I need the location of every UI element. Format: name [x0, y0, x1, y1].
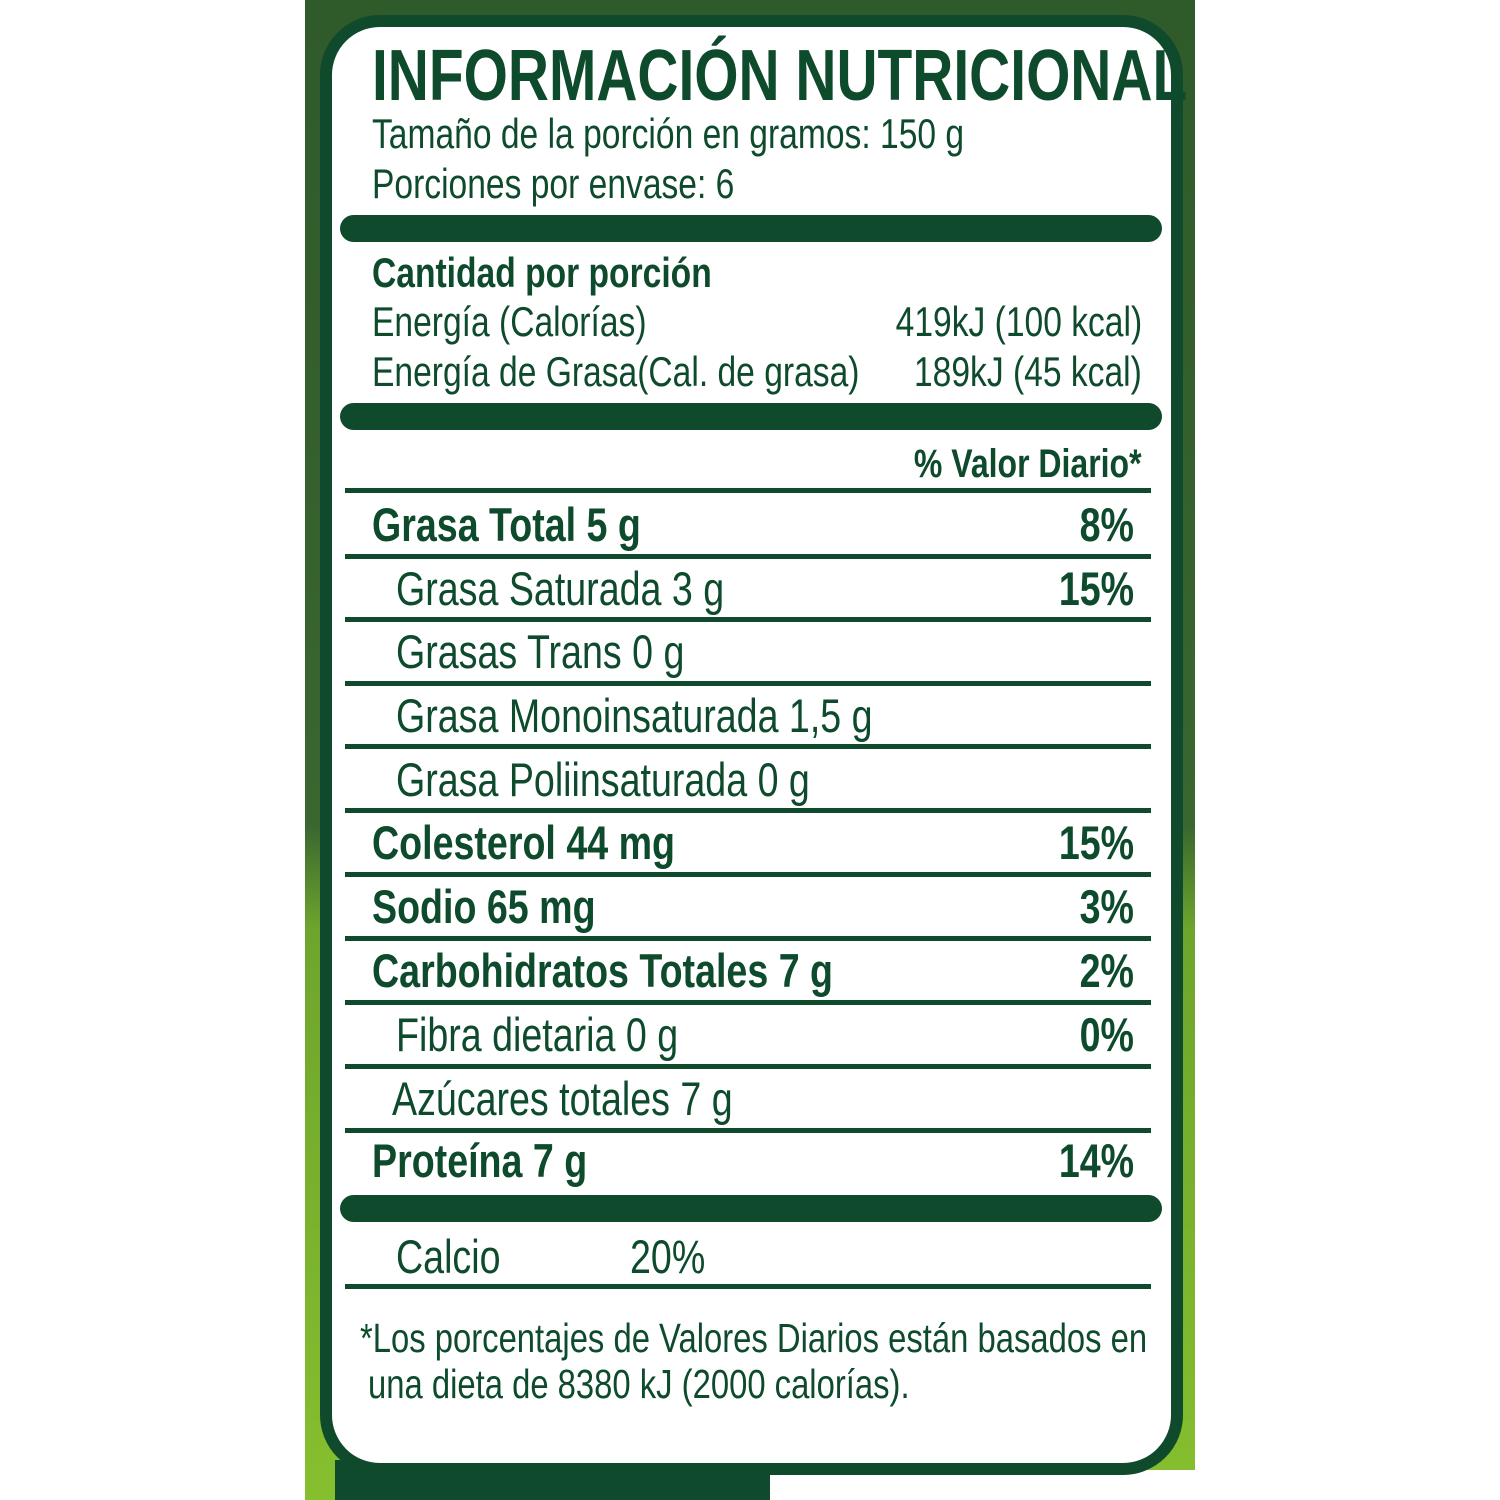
- serving-size: Tamaño de la porción en gramos: 150 g: [372, 110, 965, 157]
- divider-line: [345, 554, 1151, 559]
- divider-line: [345, 1064, 1151, 1069]
- divider-line: [345, 936, 1151, 941]
- nutrient-label: Azúcares totales 7 g: [392, 1072, 733, 1125]
- nutrient-daily-value: 3%: [1079, 880, 1134, 933]
- divider-line: [345, 1128, 1151, 1133]
- nutrient-label: Colesterol 44 mg: [372, 816, 675, 869]
- nutrient-daily-value: 0%: [1079, 1008, 1134, 1061]
- divider-line: [345, 744, 1151, 749]
- divider-line: [345, 872, 1151, 877]
- nutrient-daily-value: 2%: [1079, 944, 1134, 997]
- footnote-line: *Los porcentajes de Valores Diarios está…: [360, 1315, 1148, 1361]
- divider-line: [345, 1284, 1151, 1289]
- footnote-line: una dieta de 8380 kJ (2000 calorías).: [368, 1361, 910, 1407]
- fat-energy-value: 189kJ (45 kcal): [914, 348, 1142, 395]
- divider-bar: [340, 1195, 1162, 1222]
- servings-per-container: Porciones por envase: 6: [372, 160, 735, 207]
- nutrient-label: Proteína 7 g: [372, 1134, 588, 1187]
- nutrient-label: Fibra dietaria 0 g: [396, 1008, 679, 1061]
- nutrient-daily-value: 8%: [1079, 498, 1134, 551]
- nutrient-label: Grasa Poliinsaturada 0 g: [396, 753, 810, 806]
- nutrient-label: Grasa Monoinsaturada 1,5 g: [396, 689, 873, 742]
- energy-value: 419kJ (100 kcal): [895, 298, 1142, 345]
- label-title: INFORMACIÓN NUTRICIONAL: [372, 36, 1188, 116]
- nutrient-label: Grasa Saturada 3 g: [396, 562, 725, 615]
- divider-line: [345, 488, 1151, 493]
- divider-bar: [340, 403, 1162, 430]
- calcium-label: Calcio: [396, 1230, 501, 1283]
- decorative-block: [770, 1470, 1195, 1500]
- nutrient-label: Grasas Trans 0 g: [396, 625, 685, 678]
- nutrient-label: Grasa Total 5 g: [372, 498, 641, 551]
- amount-per-serving: Cantidad por porción: [372, 249, 712, 296]
- nutrient-label: Carbohidratos Totales 7 g: [372, 944, 834, 997]
- nutrient-daily-value: 15%: [1058, 562, 1134, 615]
- nutrient-label: Sodio 65 mg: [372, 880, 596, 933]
- divider-line: [345, 681, 1151, 686]
- divider-line: [345, 617, 1151, 622]
- divider-line: [345, 1000, 1151, 1005]
- nutrient-daily-value: 14%: [1058, 1134, 1134, 1187]
- divider-bar: [340, 215, 1162, 242]
- nutrient-daily-value: 15%: [1058, 816, 1134, 869]
- fat-energy-label: Energía de Grasa(Cal. de grasa): [372, 348, 860, 395]
- daily-value-header: % Valor Diario*: [914, 442, 1142, 486]
- divider-line: [345, 808, 1151, 813]
- energy-label: Energía (Calorías): [372, 298, 647, 345]
- calcium-value: 20%: [630, 1230, 706, 1283]
